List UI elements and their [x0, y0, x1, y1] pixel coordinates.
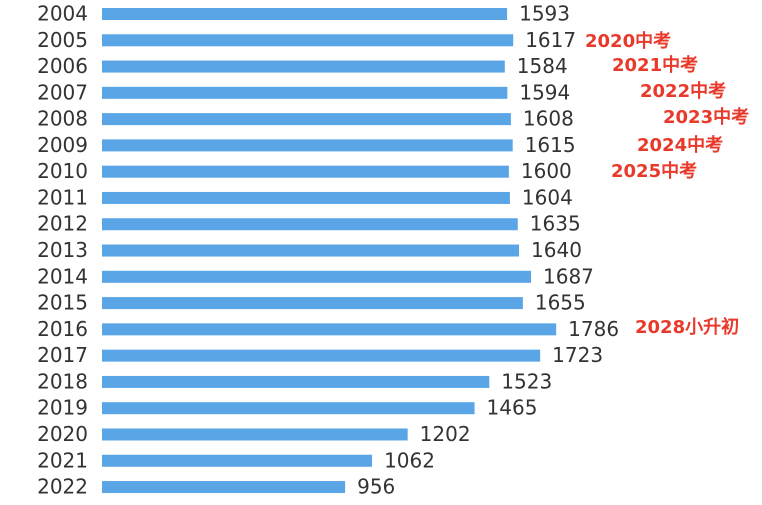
y-tick-label: 2004 [37, 2, 88, 26]
value-label: 1635 [530, 212, 581, 236]
y-tick-label: 2008 [37, 107, 88, 131]
y-tick-label: 2022 [37, 475, 88, 499]
value-label: 1786 [568, 317, 619, 341]
bar [102, 428, 408, 441]
y-tick-label: 2017 [37, 343, 88, 367]
value-label: 1640 [531, 238, 582, 262]
value-label: 1687 [543, 264, 594, 288]
annotation: 2023中考 [663, 106, 749, 128]
value-label: 1594 [519, 80, 570, 104]
bar [102, 402, 475, 415]
bar [102, 139, 513, 152]
annotation: 2028小升初 [635, 316, 739, 338]
value-label: 1608 [523, 107, 574, 131]
y-tick-label: 2018 [37, 369, 88, 393]
value-label: 1523 [501, 369, 552, 393]
value-label: 1593 [519, 2, 570, 26]
bar [102, 349, 541, 362]
y-tick-label: 2014 [37, 264, 88, 288]
value-label: 1584 [517, 54, 568, 78]
value-label: 1600 [521, 159, 572, 183]
y-tick-label: 2016 [37, 317, 88, 341]
y-tick-label: 2011 [37, 185, 88, 209]
value-label: 1617 [525, 28, 576, 52]
annotation: 2024中考 [637, 134, 723, 156]
bar [102, 375, 490, 388]
bar [102, 454, 373, 467]
bar [102, 34, 514, 47]
value-label: 1604 [522, 185, 573, 209]
bar [102, 86, 508, 99]
bar [102, 113, 511, 126]
value-label: 1615 [525, 133, 576, 157]
y-tick-label: 2012 [37, 212, 88, 236]
annotation: 2025中考 [611, 160, 697, 182]
y-tick-label: 2019 [37, 396, 88, 420]
bar [102, 165, 509, 178]
annotation: 2021中考 [612, 54, 698, 76]
y-tick-label: 2006 [37, 54, 88, 78]
value-label: 1465 [487, 396, 538, 420]
y-tick-label: 2015 [37, 291, 88, 315]
bar [102, 481, 346, 494]
y-tick-label: 2020 [37, 422, 88, 446]
y-tick-label: 2021 [37, 448, 88, 472]
y-tick-label: 2010 [37, 159, 88, 183]
annotation: 2022中考 [640, 80, 726, 102]
bar [102, 270, 532, 283]
value-label: 1202 [420, 422, 471, 446]
bar [102, 297, 523, 310]
value-label: 956 [357, 475, 395, 499]
value-label: 1655 [535, 291, 586, 315]
y-tick-label: 2009 [37, 133, 88, 157]
y-tick-label: 2013 [37, 238, 88, 262]
bar [102, 323, 557, 336]
annotation: 2020中考 [585, 30, 671, 52]
bar [102, 60, 505, 73]
bar [102, 218, 518, 231]
value-label: 1723 [552, 343, 603, 367]
y-tick-label: 2007 [37, 80, 88, 104]
bar [102, 8, 508, 20]
bar [102, 191, 510, 204]
value-label: 1062 [384, 448, 435, 472]
y-tick-label: 2005 [37, 28, 88, 52]
bar [102, 244, 520, 257]
